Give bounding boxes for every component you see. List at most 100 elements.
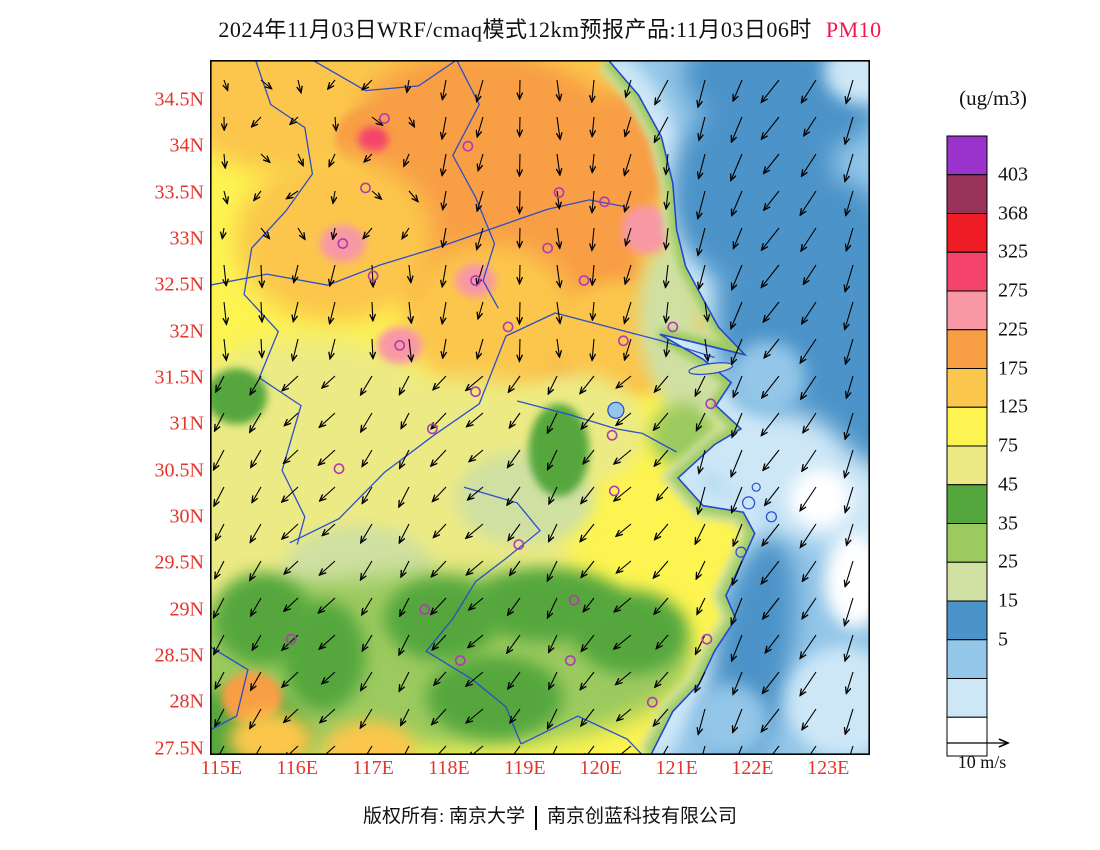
colorbar-swatch <box>946 600 988 641</box>
station-marker <box>419 604 431 615</box>
footer-divider <box>535 805 537 830</box>
colorbar-label: 403 <box>998 163 1028 186</box>
colorbar-label: 368 <box>998 202 1028 224</box>
x-tick-label: 119E <box>504 757 546 779</box>
station-marker <box>454 655 466 666</box>
station-marker <box>578 275 590 286</box>
station-marker <box>542 242 553 254</box>
coastline <box>607 59 756 756</box>
colorbar-swatch <box>946 213 988 253</box>
footer-copyright: 版权所有: 南京大学 南京创蓝科技有限公司 <box>0 801 1100 830</box>
y-tick-label: 28.5N <box>154 644 204 667</box>
station-marker <box>553 187 565 198</box>
island-outline <box>607 401 625 419</box>
station-marker <box>367 270 379 282</box>
y-tick-label: 32.5N <box>154 273 204 296</box>
colorbar-swatch <box>946 445 988 486</box>
province-boundary <box>289 312 715 544</box>
station-markers <box>285 113 717 708</box>
island-outline <box>735 546 747 558</box>
station-marker <box>462 140 474 152</box>
station-marker <box>701 633 713 645</box>
wind-vectors <box>214 79 854 755</box>
y-tick-label: 29N <box>169 598 204 620</box>
y-tick-label: 28N <box>169 690 204 713</box>
colorbar-label: 225 <box>998 318 1028 341</box>
colorbar-swatch <box>946 174 988 214</box>
station-marker <box>360 182 371 194</box>
colorbar-label: 325 <box>998 240 1028 263</box>
footer-company: 南京创蓝科技有限公司 <box>547 806 738 827</box>
x-tick-label: 123E <box>807 757 850 779</box>
province-boundary <box>425 486 541 745</box>
colorbar-label: 175 <box>998 357 1028 379</box>
colorbar-label: 275 <box>998 279 1028 302</box>
station-marker <box>426 423 438 435</box>
y-tick-label: 33N <box>169 227 204 250</box>
station-marker <box>513 539 525 550</box>
station-marker <box>337 238 349 249</box>
station-marker <box>379 113 390 124</box>
colorbar-label: 75 <box>998 434 1018 457</box>
colorbar-swatch <box>946 561 988 602</box>
y-tick-label: 29.5N <box>154 551 204 574</box>
province-boundary <box>312 59 457 92</box>
colorbar-swatch <box>946 368 988 408</box>
forecast-map <box>149 0 871 777</box>
colorbar-swatches <box>946 135 988 757</box>
island-outline <box>741 496 756 510</box>
station-marker <box>646 696 658 708</box>
y-tick-label: 32N <box>169 320 204 342</box>
colorbar-swatch <box>946 523 988 563</box>
x-tick-label: 120E <box>579 757 622 779</box>
station-marker <box>617 335 629 347</box>
station-marker <box>333 463 345 475</box>
colorbar <box>946 135 990 759</box>
colorbar-swatch <box>946 716 988 757</box>
y-tick-label: 30N <box>169 505 204 528</box>
province-boundary <box>243 59 314 545</box>
colorbar-swatch <box>946 135 988 176</box>
colorbar-label: 5 <box>998 628 1008 651</box>
colorbar-label: 15 <box>998 589 1018 612</box>
y-tick-label: 34.5N <box>154 88 204 111</box>
province-boundary <box>209 646 249 731</box>
wind-reference-arrow <box>944 734 1020 752</box>
island-outline <box>751 482 761 492</box>
station-marker <box>667 321 679 333</box>
colorbar-label: 35 <box>998 512 1018 534</box>
station-marker <box>599 196 610 208</box>
x-tick-label: 122E <box>731 757 774 779</box>
y-tick-label: 31.5N <box>154 366 204 389</box>
x-tick-label: 116E <box>276 757 318 779</box>
colorbar-swatch <box>946 329 988 369</box>
province-boundary <box>452 59 499 309</box>
station-marker <box>564 655 576 666</box>
station-marker <box>608 485 620 497</box>
station-marker <box>285 633 297 645</box>
colorbar-units-label: (ug/m3) <box>959 86 1027 110</box>
page-title: 2024年11月03日WRF/cmaq模式12km预报产品:11月03日06时 P… <box>0 12 1100 44</box>
island-outline <box>765 511 778 523</box>
footer-owner: 版权所有: 南京大学 <box>362 806 525 827</box>
colorbar-label: 45 <box>998 473 1018 496</box>
y-tick-label: 31N <box>169 412 204 435</box>
x-tick-label: 121E <box>655 757 698 779</box>
x-tick-label: 117E <box>352 757 394 779</box>
colorbar-swatch <box>946 678 988 718</box>
station-marker <box>502 321 514 333</box>
wind-reference-label: 10 m/s <box>957 752 1007 772</box>
station-marker <box>606 429 618 441</box>
y-tick-label: 27.5N <box>154 737 204 759</box>
station-marker <box>470 386 481 398</box>
province-boundary <box>517 400 677 453</box>
colorbar-label: 125 <box>998 395 1028 418</box>
colorbar-swatch <box>946 484 988 524</box>
station-marker <box>394 339 406 351</box>
x-tick-label: 115E <box>200 757 243 779</box>
colorbar-swatch <box>946 406 988 447</box>
station-marker <box>568 594 580 606</box>
station-marker <box>470 275 481 286</box>
station-marker <box>705 398 717 410</box>
